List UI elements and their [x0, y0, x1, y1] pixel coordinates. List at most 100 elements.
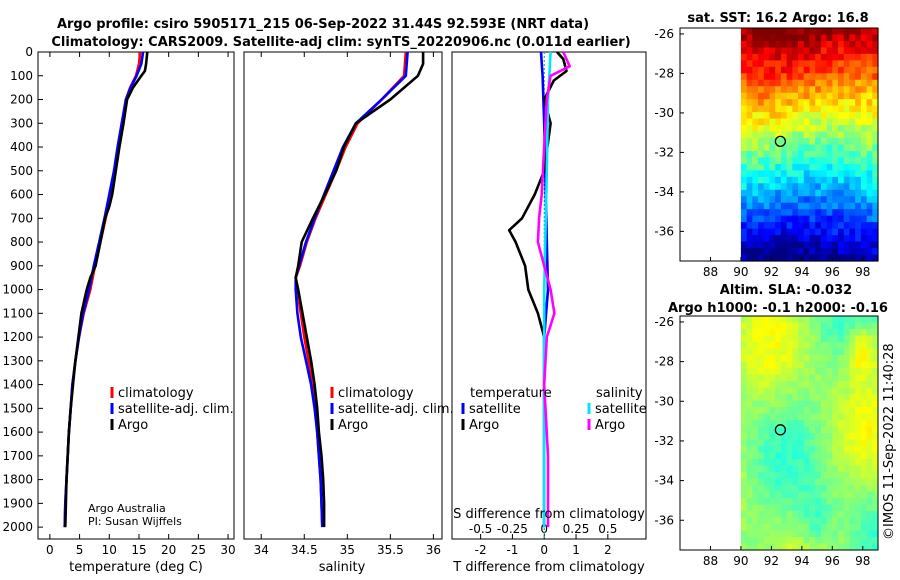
map-cell [769, 517, 776, 525]
map-cell [798, 189, 805, 197]
map-cell [803, 170, 811, 178]
map-cell [832, 66, 839, 74]
map-cell [775, 79, 782, 87]
temperature-axes-box [37, 51, 235, 540]
map-cell [798, 485, 805, 493]
map-cell [758, 254, 765, 262]
map-cell [803, 150, 811, 159]
map-cell [769, 228, 776, 236]
map-cell [843, 316, 851, 324]
map-cell [820, 329, 828, 337]
map-cell [849, 105, 856, 113]
map-cell [843, 228, 851, 236]
map-cell [860, 92, 868, 100]
map-cell [872, 400, 879, 408]
map-cell [809, 452, 816, 460]
map-cell [826, 355, 833, 363]
map-cell [838, 73, 845, 81]
map-cell [860, 420, 868, 428]
map-cell [809, 92, 816, 100]
map-cell [752, 183, 759, 191]
map-cell [872, 202, 879, 210]
map-cell [792, 248, 799, 256]
map-cell [763, 459, 771, 467]
map-cell [803, 99, 811, 107]
map-cell [838, 329, 845, 337]
map-xtick-label: 90 [733, 265, 748, 279]
map-cell [832, 394, 839, 402]
map-cell [855, 361, 862, 369]
map-cell [809, 215, 816, 223]
map-cell [849, 394, 856, 402]
map-cell [740, 138, 748, 146]
map-cell [746, 478, 753, 486]
map-cell [815, 439, 822, 447]
map-cell [872, 176, 879, 184]
map-cell [855, 157, 862, 165]
map-cell [769, 183, 776, 191]
map-cell [832, 524, 839, 532]
map-cell [843, 28, 851, 36]
map-cell [843, 329, 851, 337]
map-cell [792, 60, 799, 68]
map-cell [860, 144, 868, 152]
map-cell [820, 446, 828, 454]
map-cell [746, 517, 753, 525]
map-cell [872, 498, 879, 506]
map-cell [855, 196, 862, 204]
xtick-label: 15 [131, 543, 146, 557]
map-cell [866, 478, 873, 486]
map-cell [815, 355, 822, 363]
map-cell [866, 131, 873, 139]
map-cell [792, 170, 799, 178]
map-cell [860, 215, 868, 223]
map-cell [740, 381, 748, 389]
map-cell [849, 125, 856, 133]
map-cell [855, 79, 862, 87]
map-cell [809, 209, 816, 217]
map-cell [855, 125, 862, 133]
map-cell [815, 478, 822, 486]
map-cell [769, 420, 776, 428]
map-cell [763, 47, 771, 55]
map-cell [803, 92, 811, 100]
map-cell [843, 400, 851, 408]
map-cell [815, 530, 822, 538]
map-cell [832, 478, 839, 486]
ytick-label: 2000 [2, 520, 33, 534]
ytick-label: 1500 [2, 401, 33, 415]
map-cell [860, 478, 868, 486]
map-cell [746, 342, 753, 350]
map-cell [775, 202, 782, 210]
map-cell [786, 381, 793, 389]
map-cell [809, 73, 816, 81]
map-cell [798, 235, 805, 243]
map-cell [763, 491, 771, 499]
map-cell [798, 335, 805, 343]
map-cell [838, 504, 845, 512]
map-cell [752, 144, 759, 152]
map-cell [769, 374, 776, 382]
map-cell [849, 60, 856, 68]
map-cell [775, 92, 782, 100]
map-cell [740, 368, 748, 376]
map-cell [860, 439, 868, 447]
map-cell [752, 241, 759, 249]
map-cell [746, 176, 753, 184]
map-cell [843, 478, 851, 486]
map-cell [786, 157, 793, 165]
xtick-label: 0 [540, 543, 548, 557]
map-cell [826, 105, 833, 113]
map-cell [838, 322, 845, 330]
map-cell [809, 504, 816, 512]
map-cell [792, 368, 799, 376]
map-cell [820, 537, 828, 545]
map-cell [758, 34, 765, 42]
map-cell [803, 79, 811, 87]
map-cell [775, 170, 782, 178]
map-cell [775, 73, 782, 81]
map-cell [786, 40, 793, 49]
map-cell [780, 125, 788, 133]
map-cell [872, 112, 879, 120]
map-cell [780, 472, 788, 480]
